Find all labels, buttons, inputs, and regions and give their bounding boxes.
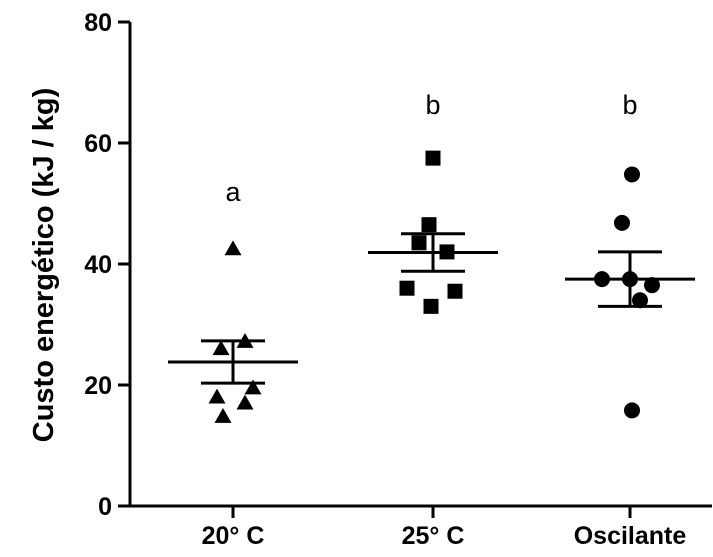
data-point (421, 217, 437, 233)
data-point (399, 280, 415, 296)
group-0: a (168, 177, 298, 423)
y-tick-label: 0 (98, 493, 112, 521)
y-tick-label: 20 (84, 372, 112, 400)
y-ticks: 0 20 40 60 80 (84, 9, 130, 521)
group-2: b (565, 90, 695, 419)
data-point (632, 292, 648, 309)
data-point (624, 166, 640, 183)
data-point (644, 277, 660, 294)
data-point (224, 240, 242, 256)
significance-letter: a (225, 177, 241, 207)
x-tick-label: Oscilante (574, 522, 687, 550)
data-point (236, 394, 254, 410)
x-tick-label: 25° C (402, 522, 465, 550)
data-point (425, 150, 441, 166)
data-point (214, 407, 232, 423)
y-tick-label: 80 (84, 9, 112, 37)
data-point (212, 340, 230, 356)
significance-letter: b (622, 90, 637, 120)
data-point (447, 283, 463, 299)
significance-letter: b (425, 90, 440, 120)
y-tick-label: 60 (84, 130, 112, 158)
x-ticks: 20° C 25° C Oscilante (202, 506, 687, 550)
data-point (614, 214, 630, 231)
data-point (244, 379, 262, 395)
data-point (411, 235, 427, 251)
data-point (624, 402, 640, 419)
y-axis-title: Custo energético (kJ / kg) (28, 88, 60, 443)
data-point (208, 388, 226, 404)
data-point (423, 298, 439, 314)
x-tick-label: 20° C (202, 522, 265, 550)
y-tick-label: 40 (84, 251, 112, 279)
group-1: b (368, 90, 498, 314)
data-groups: a b b (168, 90, 695, 423)
